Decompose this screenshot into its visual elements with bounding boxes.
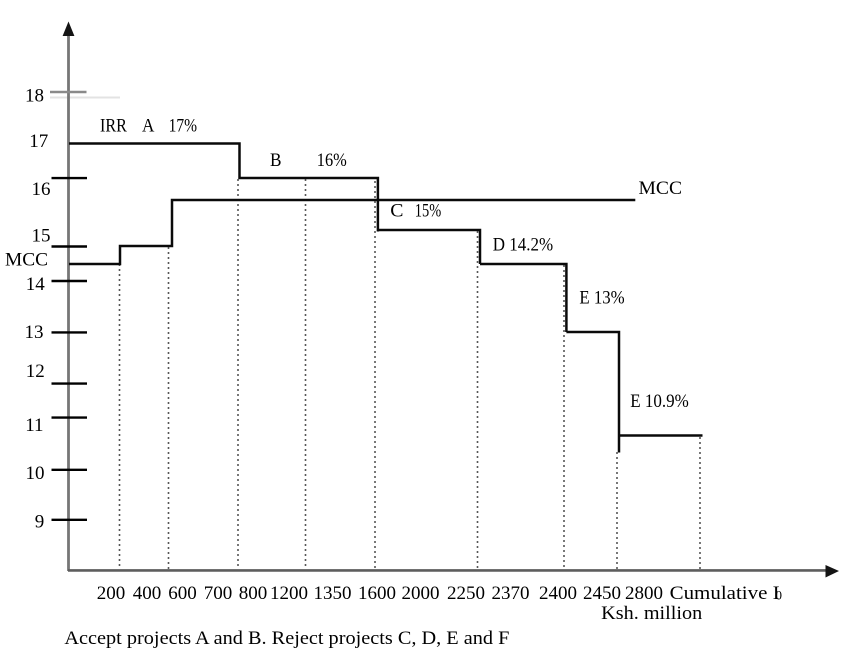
svg-text:17: 17 <box>29 131 48 152</box>
svg-text:600: 600 <box>168 583 197 604</box>
svg-text:Accept projects A and B. Rejec: Accept projects A and B. Reject projects… <box>64 628 509 649</box>
svg-text:1600: 1600 <box>358 583 396 604</box>
svg-text:C: C <box>390 201 403 222</box>
svg-text:12: 12 <box>26 361 45 382</box>
svg-text:10: 10 <box>26 463 45 484</box>
svg-text:MCC: MCC <box>5 250 48 271</box>
svg-text:D 14.2%: D 14.2% <box>493 235 553 256</box>
svg-text:0: 0 <box>776 588 783 603</box>
svg-text:16%: 16% <box>317 150 347 171</box>
svg-text:2250: 2250 <box>447 583 485 604</box>
svg-text:17%: 17% <box>169 115 198 136</box>
svg-text:400: 400 <box>133 583 162 604</box>
svg-text:14: 14 <box>26 274 46 295</box>
svg-text:16: 16 <box>32 179 51 200</box>
svg-text:700: 700 <box>204 583 233 604</box>
svg-text:2450: 2450 <box>583 583 621 604</box>
svg-text:A: A <box>142 115 155 136</box>
svg-text:B: B <box>270 150 282 171</box>
svg-text:1350: 1350 <box>314 583 352 604</box>
svg-text:Cumulative I: Cumulative I <box>670 583 780 604</box>
svg-text:200: 200 <box>97 583 126 604</box>
svg-text:E 13%: E 13% <box>579 288 624 309</box>
svg-text:2370: 2370 <box>492 583 530 604</box>
svg-text:15: 15 <box>32 226 51 247</box>
svg-text:15%: 15% <box>415 201 442 222</box>
svg-text:1200: 1200 <box>270 583 308 604</box>
svg-text:2000: 2000 <box>402 583 440 604</box>
svg-text:2800: 2800 <box>625 583 663 604</box>
svg-text:18: 18 <box>25 86 44 107</box>
svg-text:2400: 2400 <box>539 583 577 604</box>
svg-text:Ksh. million: Ksh. million <box>601 603 703 624</box>
svg-text:IRR: IRR <box>100 115 127 136</box>
svg-text:13: 13 <box>25 322 44 343</box>
svg-text:800: 800 <box>239 583 268 604</box>
svg-text:MCC: MCC <box>639 178 683 199</box>
svg-text:11: 11 <box>25 415 43 436</box>
svg-text:9: 9 <box>35 512 45 533</box>
svg-text:E 10.9%: E 10.9% <box>630 391 689 412</box>
